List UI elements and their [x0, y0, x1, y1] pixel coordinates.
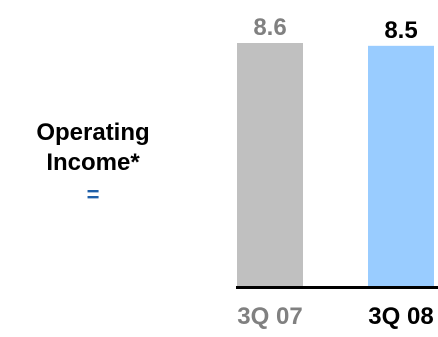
category-labels-group: 3Q 07 3Q 08 [237, 303, 433, 330]
category-label: 3Q 08 [368, 303, 433, 330]
value-labels-group: 8.6 8.5 [253, 14, 417, 44]
value-label: 8.6 [253, 14, 286, 41]
bar-3q-08 [368, 45, 434, 287]
value-label: 8.5 [384, 17, 417, 44]
operating-income-label: Operating Income* = [0, 118, 186, 210]
category-label: 3Q 07 [237, 303, 302, 330]
equals-sign: = [86, 182, 100, 207]
label-line-1: Operating [36, 119, 150, 146]
bar-3q-07 [237, 43, 303, 286]
label-line-2: Income* [46, 149, 140, 176]
bars-group [237, 43, 434, 287]
